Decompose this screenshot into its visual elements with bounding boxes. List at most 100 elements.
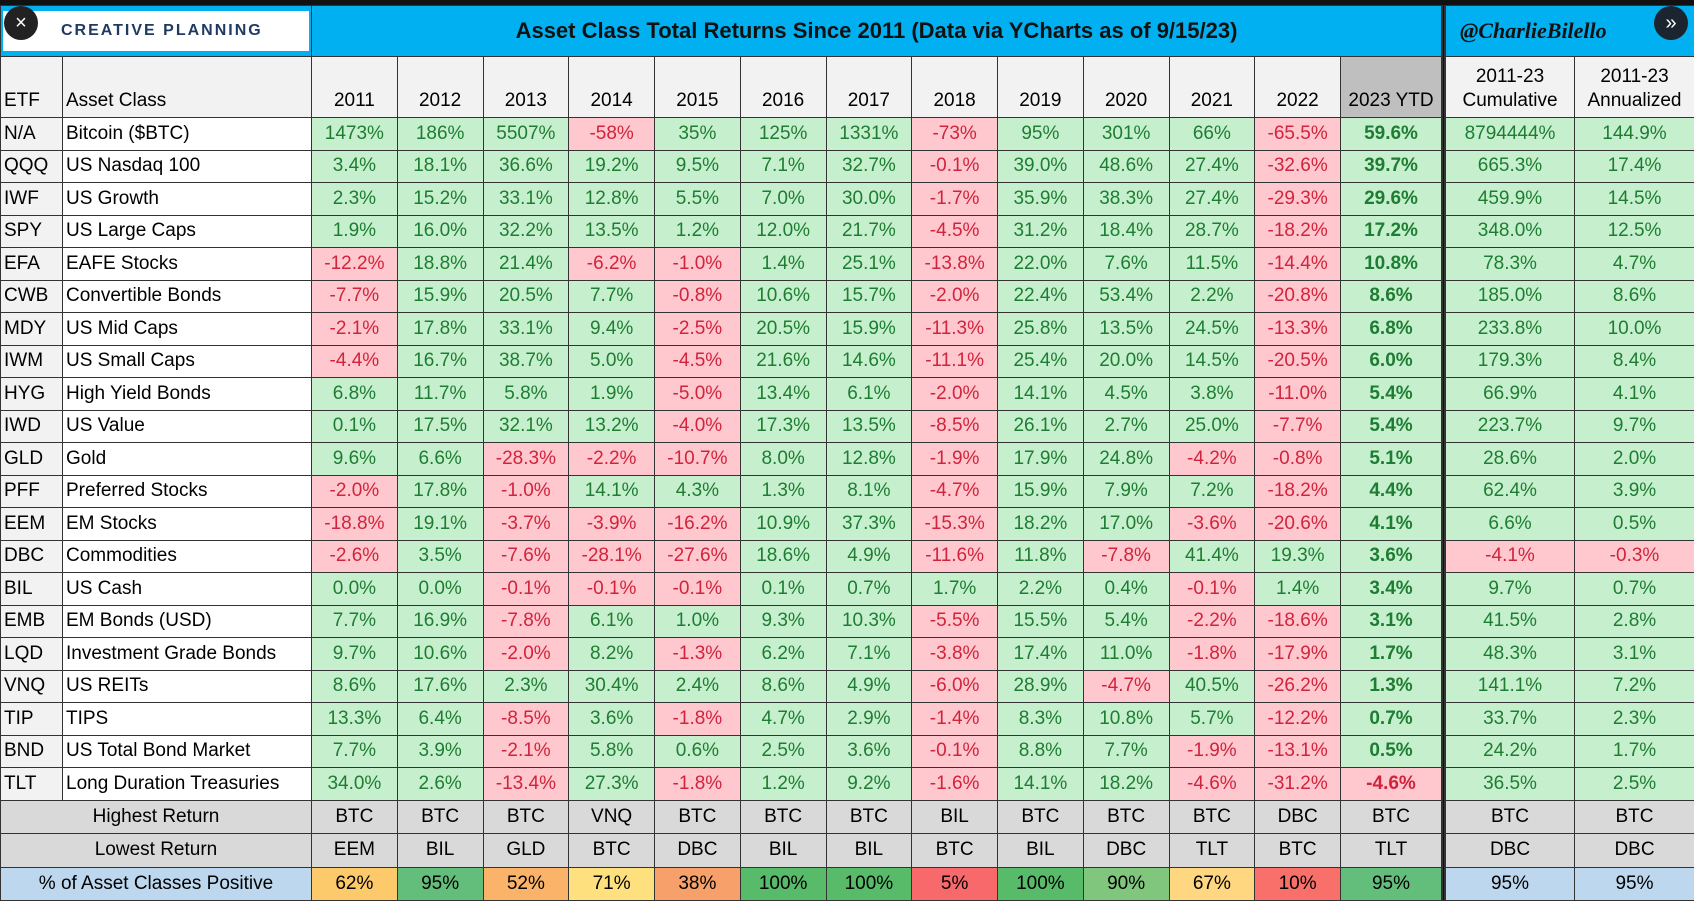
summary-cell: BTC [655,800,741,834]
return-cell: -1.9% [912,443,998,476]
return-cell: 7.7% [569,280,655,313]
summary-cell: BTC [1169,800,1255,834]
return-cell: 7.1% [740,150,826,183]
return-cell: -1.0% [483,475,569,508]
cumulative-cell: 33.7% [1444,703,1575,736]
return-cell: 15.5% [998,605,1084,638]
return-cell: 10.6% [740,280,826,313]
return-cell: 28.7% [1169,215,1255,248]
cumulative-cell: -4.1% [1444,540,1575,573]
return-cell: 2.3% [312,183,398,216]
return-cell: -17.9% [1255,638,1341,671]
annualized-cell: 2.5% [1575,768,1694,801]
annualized-cell: 2.8% [1575,605,1694,638]
return-cell: 1.7% [912,573,998,606]
asset-class-name: US Growth [63,183,312,216]
asset-class-name: Investment Grade Bonds [63,638,312,671]
return-cell: -1.7% [912,183,998,216]
return-cell: -4.2% [1169,443,1255,476]
return-cell: -1.8% [1169,638,1255,671]
return-cell: 301% [1083,118,1169,151]
next-arrow-icon[interactable]: » [1654,6,1688,40]
asset-class-name: US Cash [63,573,312,606]
percent-positive-cell: 10% [1255,867,1341,901]
return-cell: 18.6% [740,540,826,573]
return-cell: 15.9% [397,280,483,313]
close-icon[interactable]: × [4,6,38,40]
return-cell: -73% [912,118,998,151]
percent-positive-cell: 38% [655,867,741,901]
cumulative-cell: 459.9% [1444,183,1575,216]
return-cell: 17.3% [740,410,826,443]
return-cell: 14.1% [998,378,1084,411]
return-cell: -4.7% [912,475,998,508]
return-cell: -20.6% [1255,508,1341,541]
annualized-cell: 4.1% [1575,378,1694,411]
etf-ticker: SPY [1,215,63,248]
return-cell: 0.7% [826,573,912,606]
cumulative-cell: 28.6% [1444,443,1575,476]
summary-cell: BTC [826,800,912,834]
return-cell: 125% [740,118,826,151]
cumulative-cell: 66.9% [1444,378,1575,411]
annualized-cell: 3.1% [1575,638,1694,671]
return-cell: -11.1% [912,345,998,378]
etf-ticker: QQQ [1,150,63,183]
summary-cell: DBC [655,834,741,868]
header-year: 2019 [998,57,1084,118]
return-cell: 3.6% [569,703,655,736]
return-cell: 13.2% [569,410,655,443]
return-cell: 1.4% [1255,573,1341,606]
return-cell: 95% [998,118,1084,151]
logo-cell: CREATIVE PLANNING [1,6,312,57]
return-cell: 13.4% [740,378,826,411]
return-cell: -10.7% [655,443,741,476]
return-cell: 20.5% [740,313,826,346]
return-cell: -1.3% [655,638,741,671]
return-cell: 17.2% [1341,215,1444,248]
return-cell: 6.1% [569,605,655,638]
annualized-cell: 3.9% [1575,475,1694,508]
return-cell: -12.2% [312,248,398,281]
return-cell: 7.2% [1169,475,1255,508]
return-cell: -3.9% [569,508,655,541]
return-cell: 1.4% [740,248,826,281]
percent-positive-cell: 100% [740,867,826,901]
return-cell: -4.6% [1169,768,1255,801]
return-cell: 9.3% [740,605,826,638]
summary-cell: VNQ [569,800,655,834]
return-cell: 16.9% [397,605,483,638]
annualized-cell: 0.7% [1575,573,1694,606]
return-cell: 6.8% [312,378,398,411]
annualized-cell: 0.5% [1575,508,1694,541]
return-cell: -0.8% [655,280,741,313]
summary-cell: BIL [397,834,483,868]
summary-cell: BIL [912,800,998,834]
return-cell: -18.8% [312,508,398,541]
return-cell: 4.3% [655,475,741,508]
table-title: Asset Class Total Returns Since 2011 (Da… [312,6,1444,57]
return-cell: -20.5% [1255,345,1341,378]
return-cell: 6.0% [1341,345,1444,378]
return-cell: 5.8% [569,735,655,768]
asset-class-name: Commodities [63,540,312,573]
return-cell: 17.4% [998,638,1084,671]
return-cell: 38.3% [1083,183,1169,216]
return-cell: 25.4% [998,345,1084,378]
asset-class-name: EAFE Stocks [63,248,312,281]
return-cell: 30.4% [569,670,655,703]
return-cell: 18.2% [998,508,1084,541]
return-cell: 1.7% [1341,638,1444,671]
summary-cell: TLT [1169,834,1255,868]
return-cell: 1.9% [312,215,398,248]
asset-class-name: US Value [63,410,312,443]
return-cell: 4.9% [826,540,912,573]
annualized-cell: 1.7% [1575,735,1694,768]
return-cell: -1.6% [912,768,998,801]
return-cell: 36.6% [483,150,569,183]
return-cell: 11.8% [998,540,1084,573]
